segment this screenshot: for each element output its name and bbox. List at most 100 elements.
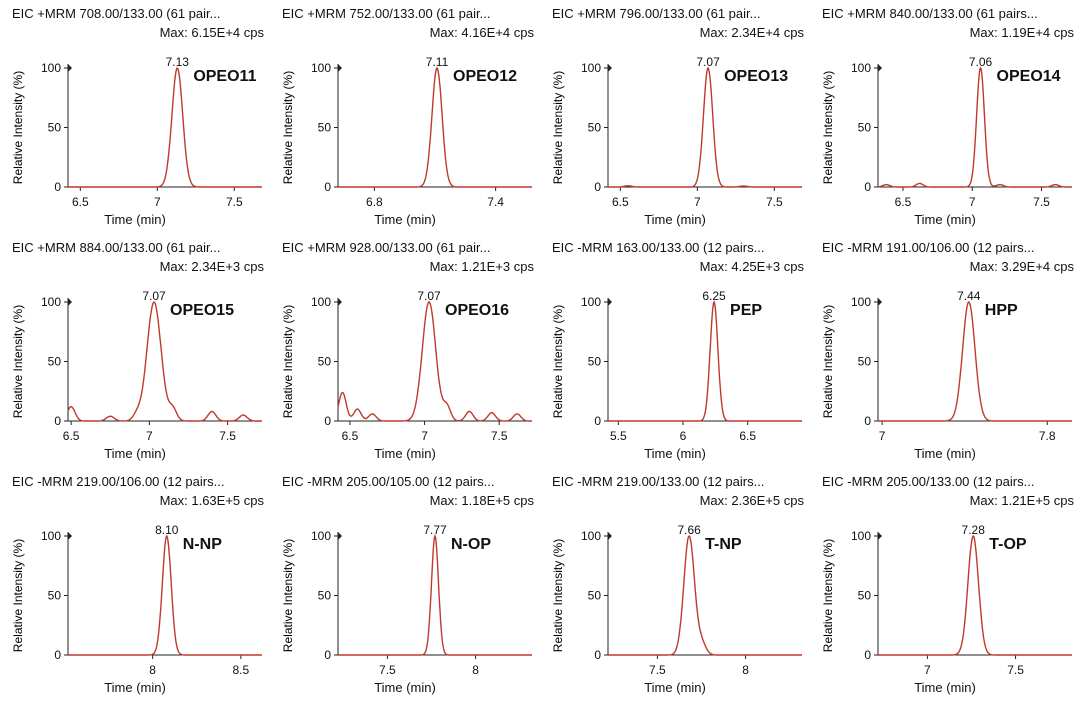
x-tick-label: 6 [680,429,687,443]
chromatogram-panel: EIC +MRM 928.00/133.00 (61 pair... Max: 1… [270,234,540,468]
chromatogram-trace [878,534,1072,656]
chart-title: EIC +MRM 796.00/133.00 (61 pair... [552,6,761,21]
peak-label: 7.07 [696,55,720,69]
y-axis-label: Relative Intensity (%) [551,305,565,418]
y-axis-label: Relative Intensity (%) [821,71,835,184]
y-tick-label: 0 [324,180,331,194]
x-tick-label: 6.5 [739,429,756,443]
y-max-marker [68,298,72,306]
peak-label: 7.44 [957,289,981,303]
chart-title: EIC -MRM 191.00/106.00 (12 pairs... [822,240,1035,255]
max-intensity: Max: 2.36E+5 cps [699,493,804,508]
chart-svg: Relative Intensity (%) 0 50 100 5.5 6 6.5 6.25 [551,289,802,443]
x-tick-label: 7 [421,429,428,443]
peak-label: 7.07 [142,289,166,303]
y-max-marker [338,64,342,72]
chart-title: EIC -MRM 219.00/106.00 (12 pairs... [12,474,225,489]
compound-label: T-OP [989,536,1027,553]
y-tick-label: 100 [41,295,61,309]
y-tick-label: 50 [588,589,602,603]
peak-label: 8.10 [155,523,179,537]
chromatogram-trace [337,301,532,422]
y-axis-label: Relative Intensity (%) [11,539,25,652]
peak-label: 7.11 [426,55,449,69]
chromatogram-panel: EIC +MRM 708.00/133.00 (61 pair... Max: 6… [0,0,270,234]
y-tick-label: 0 [324,414,331,428]
chart-title: EIC -MRM 205.00/105.00 (12 pairs... [282,474,495,489]
peak-label: 6.25 [702,289,726,303]
y-axis-label: Relative Intensity (%) [11,305,25,418]
x-axis-label: Time (min) [644,680,706,695]
chart-title: EIC +MRM 752.00/133.00 (61 pair... [282,6,491,21]
chart-svg: Relative Intensity (%) 0 50 100 7 7.5 7.28 [821,523,1072,677]
peak-label: 7.66 [677,523,701,537]
max-intensity: Max: 1.18E+5 cps [429,493,534,508]
x-axis-label: Time (min) [914,680,976,695]
chromatogram-trace [608,66,802,188]
y-tick-label: 0 [324,648,331,662]
x-tick-label: 7 [879,429,886,443]
max-intensity: Max: 1.63E+5 cps [159,493,264,508]
x-tick-label: 7.8 [1039,429,1056,443]
x-axis-label: Time (min) [914,212,976,227]
y-tick-label: 50 [48,121,62,135]
y-tick-label: 0 [594,414,601,428]
y-tick-label: 0 [594,180,601,194]
x-axis-label: Time (min) [374,446,436,461]
chart-title: EIC -MRM 163.00/133.00 (12 pairs... [552,240,765,255]
compound-label: N-OP [451,536,491,553]
chart-svg: Relative Intensity (%) 0 50 100 6.5 7 7.5 7.06 [821,55,1072,209]
x-tick-label: 5.5 [610,429,627,443]
compound-label: PEP [730,302,763,319]
chromatogram-panel: EIC -MRM 163.00/133.00 (12 pairs... Max: … [540,234,810,468]
y-max-marker [608,64,612,72]
chromatogram-panel: EIC +MRM 752.00/133.00 (61 pair... Max: 4… [270,0,540,234]
x-tick-label: 7.5 [1033,195,1050,209]
x-tick-label: 8 [472,663,479,677]
chromatogram-panel: EIC +MRM 796.00/133.00 (61 pair... Max: 2… [540,0,810,234]
y-tick-label: 50 [588,121,602,135]
y-tick-label: 0 [864,180,871,194]
chromatogram-panel: EIC -MRM 219.00/106.00 (12 pairs... Max: … [0,468,270,702]
y-max-marker [608,298,612,306]
y-tick-label: 50 [318,355,332,369]
chromatogram-trace [877,66,1072,188]
y-tick-label: 100 [41,61,61,75]
y-tick-label: 0 [54,414,61,428]
compound-label: OPEO14 [996,68,1061,85]
y-tick-label: 100 [851,61,871,75]
y-max-marker [878,532,882,540]
peak-label: 7.77 [423,523,447,537]
y-axis-label: Relative Intensity (%) [281,71,295,184]
x-tick-label: 7.5 [649,663,666,677]
chromatogram-trace [67,301,262,422]
chart-title: EIC +MRM 884.00/133.00 (61 pair... [12,240,221,255]
chromatogram-panel: EIC -MRM 205.00/133.00 (12 pairs... Max: … [810,468,1080,702]
x-tick-label: 6.5 [72,195,89,209]
x-axis-label: Time (min) [104,212,166,227]
y-tick-label: 0 [864,648,871,662]
chart-svg: Relative Intensity (%) 0 50 100 6.5 7 7.5 7.07 [281,289,532,443]
y-tick-label: 100 [311,295,331,309]
chart-svg: Relative Intensity (%) 0 50 100 6.5 7 7.5 7.13 [11,55,262,209]
y-tick-label: 100 [41,529,61,543]
x-tick-label: 6.5 [63,429,80,443]
x-tick-label: 6.5 [612,195,629,209]
x-axis-label: Time (min) [104,680,166,695]
max-intensity: Max: 6.15E+4 cps [159,25,264,40]
y-axis-label: Relative Intensity (%) [281,305,295,418]
chart-svg: Relative Intensity (%) 0 50 100 8 8.5 8.10 [11,523,262,677]
max-intensity: Max: 4.16E+4 cps [429,25,534,40]
chromatogram-trace [608,300,802,422]
y-tick-label: 50 [858,589,872,603]
x-axis-label: Time (min) [914,446,976,461]
x-axis-label: Time (min) [374,212,436,227]
x-axis-label: Time (min) [104,446,166,461]
chromatogram-trace [68,67,262,188]
compound-label: N-NP [182,536,222,553]
compound-label: HPP [984,302,1018,319]
y-tick-label: 100 [581,61,601,75]
max-intensity: Max: 1.19E+4 cps [969,25,1074,40]
y-tick-label: 0 [594,648,601,662]
